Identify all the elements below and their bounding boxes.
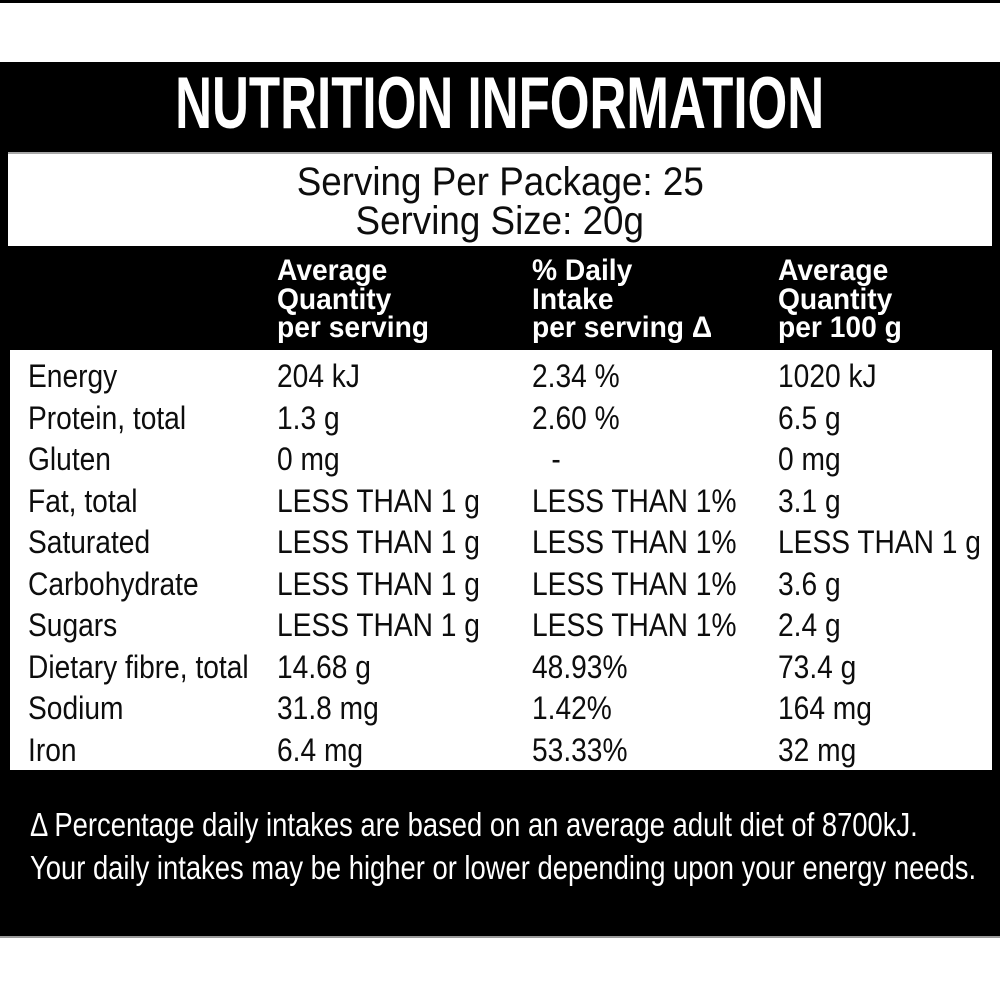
value-daily-intake: 53.33% bbox=[532, 731, 628, 768]
column-header-per-100g: Average Quantity per 100 g bbox=[778, 254, 902, 344]
nutrient-name: Gluten bbox=[28, 441, 111, 477]
value-per-serving: 0 mg bbox=[277, 441, 340, 477]
value-per-100g: 164 mg bbox=[778, 690, 872, 726]
nutrient-name: Iron bbox=[28, 731, 77, 768]
column-header-per-serving: Average Quantity per serving bbox=[277, 254, 430, 344]
nutrient-name: Saturated bbox=[28, 524, 151, 560]
serving-info-panel: Serving Per Package: 25 Serving Size: 20… bbox=[8, 152, 992, 246]
label-title-text: NUTRITION INFORMATION bbox=[175, 63, 825, 144]
value-daily-intake: 2.34 % bbox=[532, 358, 620, 394]
value-per-serving: 14.68 g bbox=[277, 648, 371, 685]
value-per-serving: 1.3 g bbox=[277, 399, 340, 436]
value-per-100g: 0 mg bbox=[778, 441, 841, 477]
nutrient-name: Dietary fibre, total bbox=[28, 648, 249, 685]
nutrient-name: Carbohydrate bbox=[28, 565, 199, 602]
value-daily-intake: - bbox=[551, 441, 561, 477]
value-per-serving: LESS THAN 1 g bbox=[277, 482, 480, 519]
label-title: NUTRITION INFORMATION bbox=[0, 67, 1000, 140]
value-per-serving: LESS THAN 1 g bbox=[277, 524, 480, 560]
serving-per-package: Serving Per Package: 25 bbox=[296, 160, 704, 204]
value-per-100g: 3.6 g bbox=[778, 565, 841, 602]
value-per-serving: 204 kJ bbox=[277, 358, 360, 394]
nutrient-name: Protein, total bbox=[28, 399, 187, 436]
value-daily-intake: LESS THAN 1% bbox=[532, 565, 737, 602]
value-daily-intake: 2.60 % bbox=[532, 399, 620, 436]
footnote-line-1: Δ Percentage daily intakes are based on … bbox=[30, 806, 918, 843]
value-per-100g: LESS THAN 1 g bbox=[778, 524, 981, 560]
value-per-serving: 6.4 mg bbox=[277, 731, 364, 768]
value-daily-intake: LESS THAN 1% bbox=[532, 607, 737, 643]
value-daily-intake: 48.93% bbox=[532, 648, 628, 685]
table-row-saturated: Saturated LESS THAN 1 g LESS THAN 1% LES… bbox=[10, 522, 992, 564]
table-row-dietary-fibre: Dietary fibre, total 14.68 g 48.93% 73.4… bbox=[10, 647, 992, 689]
value-daily-intake: LESS THAN 1% bbox=[532, 524, 737, 560]
top-edge-strip bbox=[0, 0, 1000, 3]
value-per-100g: 6.5 g bbox=[778, 399, 841, 436]
table-row-gluten: Gluten 0 mg - 0 mg bbox=[10, 439, 992, 481]
table-row-iron: Iron 6.4 mg 53.33% 32 mg bbox=[10, 730, 992, 772]
nutrient-name: Fat, total bbox=[28, 482, 138, 519]
value-per-serving: LESS THAN 1 g bbox=[277, 607, 480, 643]
table-row-fat: Fat, total LESS THAN 1 g LESS THAN 1% 3.… bbox=[10, 481, 992, 523]
table-row-sodium: Sodium 31.8 mg 1.42% 164 mg bbox=[10, 688, 992, 730]
nutrient-name: Sodium bbox=[28, 690, 124, 726]
table-row-sugars: Sugars LESS THAN 1 g LESS THAN 1% 2.4 g bbox=[10, 605, 992, 647]
value-per-100g: 73.4 g bbox=[778, 648, 857, 685]
table-row-carbohydrate: Carbohydrate LESS THAN 1 g LESS THAN 1% … bbox=[10, 564, 992, 606]
nutrient-name: Energy bbox=[28, 358, 118, 394]
value-per-100g: 32 mg bbox=[778, 731, 857, 768]
nutrition-table: Energy 204 kJ 2.34 % 1020 kJ Protein, to… bbox=[10, 350, 992, 770]
footnote-line-2: Your daily intakes may be higher or lowe… bbox=[30, 849, 977, 886]
nutrient-name: Sugars bbox=[28, 607, 118, 643]
table-row-energy: Energy 204 kJ 2.34 % 1020 kJ bbox=[10, 356, 992, 398]
value-per-100g: 2.4 g bbox=[778, 607, 841, 643]
value-per-100g: 1020 kJ bbox=[778, 358, 877, 394]
value-daily-intake: 1.42% bbox=[532, 690, 612, 726]
value-daily-intake: LESS THAN 1% bbox=[532, 482, 737, 519]
column-header-daily-intake: % Daily Intake per serving Δ bbox=[532, 254, 713, 344]
value-per-serving: 31.8 mg bbox=[277, 690, 379, 726]
value-per-serving: LESS THAN 1 g bbox=[277, 565, 480, 602]
serving-size: Serving Size: 20g bbox=[355, 199, 645, 243]
value-per-100g: 3.1 g bbox=[778, 482, 841, 519]
table-row-protein: Protein, total 1.3 g 2.60 % 6.5 g bbox=[10, 398, 992, 440]
daily-intake-footnote: Δ Percentage daily intakes are based on … bbox=[30, 803, 1000, 889]
